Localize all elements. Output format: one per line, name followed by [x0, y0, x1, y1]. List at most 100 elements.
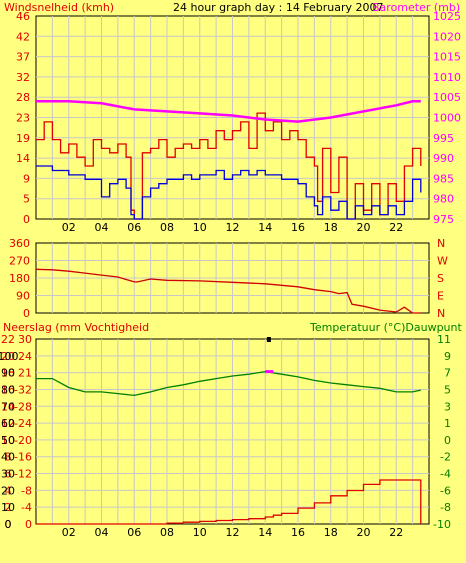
panel-3-humidity-tick: 20 — [1, 484, 15, 497]
panel-3-right-tick: -8 — [440, 501, 451, 514]
panel-1-right-tick: 975 — [433, 213, 454, 226]
panel-1-right-tick: 1020 — [433, 30, 461, 43]
panel-3-right-tick: -2 — [440, 451, 451, 464]
panel-3-x-tick: 08 — [160, 526, 174, 539]
panel-3-rain-tick: 14 — [1, 400, 15, 413]
panel-3-left-tick: -24 — [14, 417, 32, 430]
panel-3-rain-tick: 12 — [1, 417, 15, 430]
panel-3-left-tick: -8 — [21, 484, 32, 497]
panel-3-humidity-tick: 80 — [1, 383, 15, 396]
panel-3-left-tick: 30 — [18, 333, 32, 346]
panel-3-humidity-tick: 100 — [0, 350, 19, 363]
panel-2-left-tick: 90 — [16, 290, 30, 303]
panel-3-humidity-tick: 60 — [1, 417, 15, 430]
panel-1-x-tick: 10 — [193, 221, 207, 234]
panel-1-left-tick: 46 — [16, 10, 30, 23]
panel-1-right-tick: 995 — [433, 132, 454, 145]
panel-3-humidity-tick: 0 — [5, 518, 12, 531]
panel-2-right-tick: W — [437, 255, 448, 268]
series-rain — [36, 479, 422, 525]
panel-3-rain-tick: 2 — [5, 501, 12, 514]
panel-3-humidity-tick: 70 — [1, 400, 15, 413]
panel-1-x-tick: 14 — [258, 221, 272, 234]
panel-3-humidity-tick: 10 — [1, 501, 15, 514]
panel-1-x-tick: 02 — [62, 221, 76, 234]
panel-1-left-tick: 5 — [23, 193, 30, 206]
panel-1-right-tick: 985 — [433, 172, 454, 185]
series-temperature — [36, 370, 421, 397]
panel-3-left-tick: 0 — [25, 518, 32, 531]
panel-3-x-tick: 12 — [226, 526, 240, 539]
panel-3-rain-tick: 6 — [5, 468, 12, 481]
panel-3-x-tick: 06 — [127, 526, 141, 539]
panel-3-left-tick: 24 — [18, 350, 32, 363]
rain-marker — [266, 337, 271, 342]
panel-1-left-tick: 37 — [16, 51, 30, 64]
panel-1-left-tick: 19 — [16, 132, 30, 145]
panel-3-x-tick: 14 — [258, 526, 272, 539]
panel-1-x-tick: 22 — [389, 221, 403, 234]
panel-3-rain-tick: 0 — [5, 518, 12, 531]
panel-2-right-tick: S — [437, 272, 444, 285]
panel-3-rain-tick: 10 — [1, 434, 15, 447]
panel-1-x-tick: 18 — [324, 221, 338, 234]
panel-3-right-tick: -10 — [433, 518, 451, 531]
panel-3-humidity-tick: 30 — [1, 468, 15, 481]
panel-2-right-tick: E — [437, 290, 444, 303]
panel-1-left-tick: 14 — [16, 152, 30, 165]
panel-3-right-tick: 9 — [444, 350, 451, 363]
series-gust — [36, 112, 422, 220]
panel-1-left-tick: 0 — [23, 213, 30, 226]
panel-3-left-tick: -28 — [14, 400, 32, 413]
panel3-right-label: Temperatuur (°C)Dauwpunt — [309, 321, 462, 334]
panel-2-left-tick: 270 — [9, 255, 30, 268]
panel-3-x-tick: 04 — [95, 526, 109, 539]
panel-3-left-tick: -16 — [14, 451, 32, 464]
panel-3-rain-tick: 16 — [1, 383, 15, 396]
panel-3-x-tick: 16 — [291, 526, 305, 539]
panel-3-rain-tick: 20 — [1, 350, 15, 363]
panel-1-right-tick: 1025 — [433, 10, 461, 23]
panel-1-x-tick: 16 — [291, 221, 305, 234]
panel-1-right-tick: 990 — [433, 152, 454, 165]
panel-3-left-tick: 21 — [18, 367, 32, 380]
panel-3-right-tick: -6 — [440, 484, 451, 497]
panel-1-x-tick: 12 — [226, 221, 240, 234]
panel-1-left-tick: 32 — [16, 71, 30, 84]
panel-3-left-tick: -20 — [14, 434, 32, 447]
panel-1-right-tick: 1005 — [433, 91, 461, 104]
panel-3-left-tick: -12 — [14, 468, 32, 481]
panel-1-left-tick: 42 — [16, 30, 30, 43]
panel-1-x-tick: 04 — [95, 221, 109, 234]
header-left-label: Windsnelheid (kmh) — [4, 1, 114, 14]
panel-3-x-tick: 02 — [62, 526, 76, 539]
panel-3-rain-tick: 22 — [1, 333, 15, 346]
panel-3-right-tick: -4 — [440, 468, 451, 481]
panel3-left-label: Neerslag (mm Vochtigheid — [3, 321, 149, 334]
panel-1-x-tick: 06 — [127, 221, 141, 234]
panel-1-right-tick: 980 — [433, 193, 454, 206]
panel-3-x-tick: 18 — [324, 526, 338, 539]
panel-3-left-tick: -32 — [14, 383, 32, 396]
chart-layer: 0591419232832374246975980985990995100010… — [0, 10, 461, 539]
panel-1-x-tick: 20 — [357, 221, 371, 234]
panel-3-right-tick: 5 — [444, 383, 451, 396]
panel-2-right-tick: N — [437, 307, 445, 320]
panel-3-rain-tick: 8 — [5, 451, 12, 464]
panel-1-left-tick: 9 — [23, 172, 30, 185]
panel-2-left-tick: 360 — [9, 237, 30, 250]
panel-3-right-tick: 11 — [437, 333, 451, 346]
panel-1-x-tick: 08 — [160, 221, 174, 234]
header-center-label: 24 hour graph day : 14 February 2007 — [173, 1, 384, 14]
series-wind — [36, 165, 422, 220]
panel-3-rain-tick: 4 — [5, 484, 12, 497]
panel-3-left-tick: -4 — [21, 501, 32, 514]
panel-3-humidity-tick: 40 — [1, 451, 15, 464]
panel-3-x-tick: 10 — [193, 526, 207, 539]
panel-1-right-tick: 1010 — [433, 71, 461, 84]
header-right-label: Barometer (mb) — [372, 1, 460, 14]
panel-1-right-tick: 1015 — [433, 51, 461, 64]
panel-1-right-tick: 1000 — [433, 112, 461, 125]
panel-3-right-tick: 3 — [444, 400, 451, 413]
